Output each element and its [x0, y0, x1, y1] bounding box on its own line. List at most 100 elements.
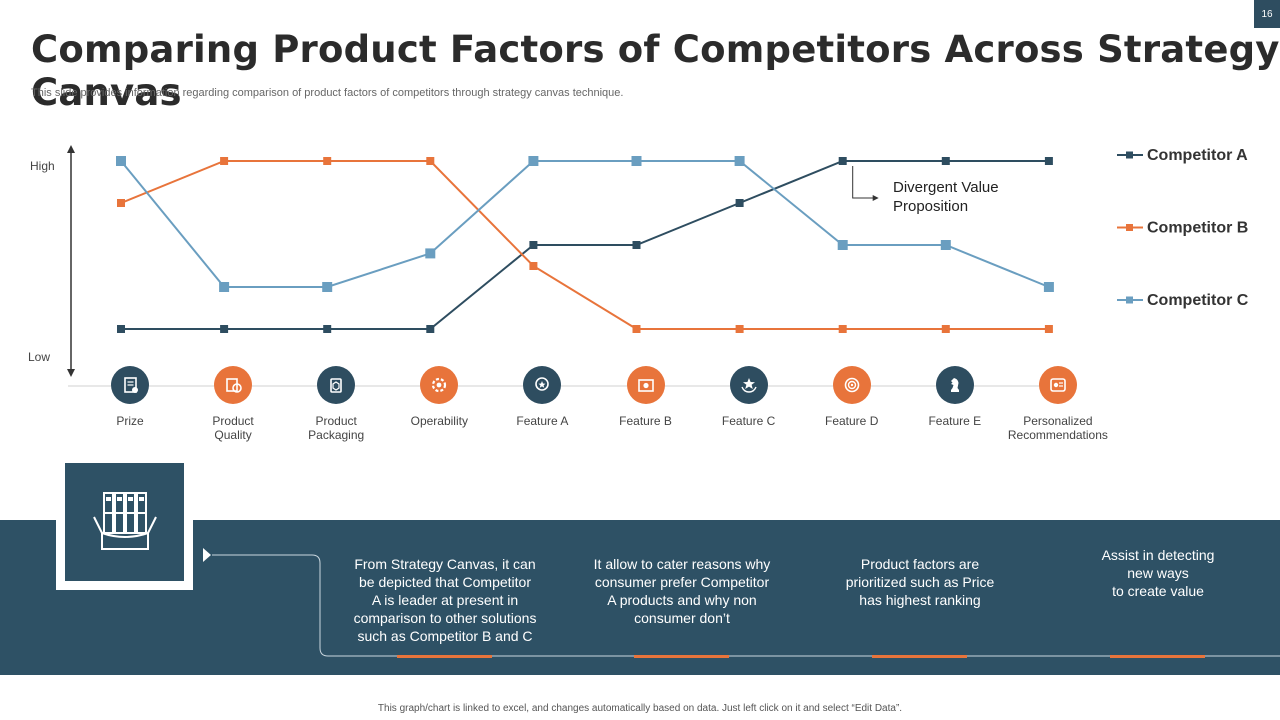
summary-line: be depicted that Competitor	[359, 574, 531, 590]
summary-band	[0, 520, 1280, 675]
summary-accent-bar	[634, 655, 729, 658]
competitor-a-point	[529, 241, 538, 249]
summary-line: has highest ranking	[859, 592, 981, 608]
page-subtitle: This slide provides information regardin…	[31, 87, 624, 99]
competitor-b-point	[838, 325, 847, 333]
competitor-c-point	[734, 156, 745, 166]
y-axis-arrow-down	[67, 369, 75, 377]
summary-line: comparison to other solutions	[353, 610, 537, 626]
category-label: Prize	[70, 414, 190, 428]
competitor-a-point	[220, 325, 229, 333]
category-label: Operability	[379, 414, 499, 428]
summary-line: consumer don’t	[634, 610, 730, 626]
category-label-line: Feature B	[619, 414, 672, 428]
category-label: Feature B	[586, 414, 706, 428]
document-icon	[111, 366, 149, 404]
category-label-line: Recommendations	[1007, 428, 1108, 442]
summary-line: From Strategy Canvas, it can	[354, 556, 536, 572]
summary-column-text: Product factors are prioritized such as P…	[820, 555, 1020, 609]
award-icon	[523, 366, 562, 404]
competitor-b-point	[220, 157, 229, 165]
summary-line: It allow to cater reasons why	[593, 556, 771, 572]
competitor-b-line	[120, 160, 1049, 330]
category-label-line: Feature C	[721, 414, 776, 428]
footer-note: This graph/chart is linked to excel, and…	[377, 703, 903, 714]
summary-line: Product factors are	[860, 556, 980, 572]
competitor-a-point	[941, 157, 950, 165]
category-label-line: Quality	[214, 428, 252, 442]
file-cabinet-hands-icon	[92, 492, 157, 550]
summary-line: Assist in detecting	[1101, 547, 1215, 563]
competitor-b-legend-label: Competitor B	[1147, 220, 1248, 237]
summary-line: consumer prefer Competitor	[594, 574, 770, 590]
competitor-c-legend-marker	[1126, 296, 1133, 304]
competitor-c-point	[322, 282, 333, 292]
archive-icon-box	[56, 458, 193, 590]
category-label-line: Feature E	[928, 414, 982, 428]
summary-line: such as Competitor B and C	[357, 628, 533, 644]
competitor-b-point	[117, 199, 125, 207]
summary-line: A products and why non	[607, 592, 757, 608]
competitor-c-point	[219, 282, 230, 292]
annotation-text: Proposition	[893, 198, 968, 215]
competitor-a-point	[323, 325, 332, 333]
category-label: Personalized Recommendations	[998, 414, 1118, 442]
competitor-a-point	[838, 157, 847, 165]
category-label-line: Operability	[410, 414, 468, 428]
competitor-b-legend-marker	[1126, 224, 1133, 231]
page-title: Comparing Product Factors of Competitors…	[31, 28, 1280, 114]
y-axis-low-label: Low	[28, 350, 50, 364]
annotation-text: Divergent Value	[893, 179, 999, 196]
competitor-c-point	[631, 156, 642, 166]
competitor-c-point	[1043, 282, 1054, 292]
competitor-b-point	[1044, 325, 1053, 333]
summary-line: to create value	[1112, 583, 1204, 599]
category-label-line: Feature A	[516, 414, 569, 428]
summary-accent-bar	[397, 655, 492, 658]
summary-accent-bar	[1110, 655, 1205, 658]
competitor-c-point	[528, 156, 539, 166]
category-label: Product Quality	[173, 414, 293, 442]
category-label-line: Prize	[116, 414, 144, 428]
y-axis-arrow-up	[67, 145, 75, 153]
category-label-line: Feature D	[825, 414, 879, 428]
competitor-b-point	[323, 157, 332, 165]
competitor-b-point	[632, 325, 641, 333]
summary-line: prioritized such as Price	[845, 574, 995, 590]
gear-icon	[420, 366, 459, 404]
certificate-icon	[626, 366, 665, 404]
category-label: Feature A	[482, 414, 602, 428]
competitor-c-legend-label: Competitor C	[1147, 292, 1249, 309]
competitor-a-legend-label: Competitor A	[1147, 147, 1248, 164]
recommendation-icon	[1038, 366, 1077, 404]
category-label: Feature C	[689, 414, 809, 428]
target-head-icon	[832, 366, 871, 404]
competitor-b-point	[529, 262, 538, 270]
competitor-a-point	[735, 199, 744, 207]
summary-accent-bar	[872, 655, 967, 658]
star-hands-icon	[729, 366, 768, 404]
category-label: Product Packaging	[276, 414, 396, 442]
competitor-a-point	[1044, 157, 1053, 165]
summary-column-text: From Strategy Canvas, it can be depicted …	[345, 555, 545, 645]
competitor-a-point	[632, 241, 641, 249]
competitor-c-point	[940, 240, 951, 250]
category-label-line: Packaging	[308, 428, 365, 442]
competitor-c-line	[120, 160, 1050, 288]
summary-column-text: It allow to cater reasons why consumer pr…	[582, 555, 782, 627]
competitor-a-point	[426, 325, 435, 333]
competitor-c-point	[116, 156, 126, 166]
competitor-c-point	[425, 248, 436, 259]
annotation-connector	[852, 166, 875, 199]
chess-knight-icon	[935, 366, 974, 404]
category-label-line: Personalized	[1023, 414, 1093, 428]
category-label: Feature D	[792, 414, 912, 428]
competitor-c-point	[837, 240, 848, 250]
competitor-b-point	[426, 157, 435, 165]
package-icon	[317, 366, 356, 404]
annotation-arrow	[872, 195, 879, 201]
competitor-a-point	[117, 325, 125, 333]
y-axis-high-label: High	[30, 159, 55, 173]
summary-line: A is leader at present in	[371, 592, 519, 608]
